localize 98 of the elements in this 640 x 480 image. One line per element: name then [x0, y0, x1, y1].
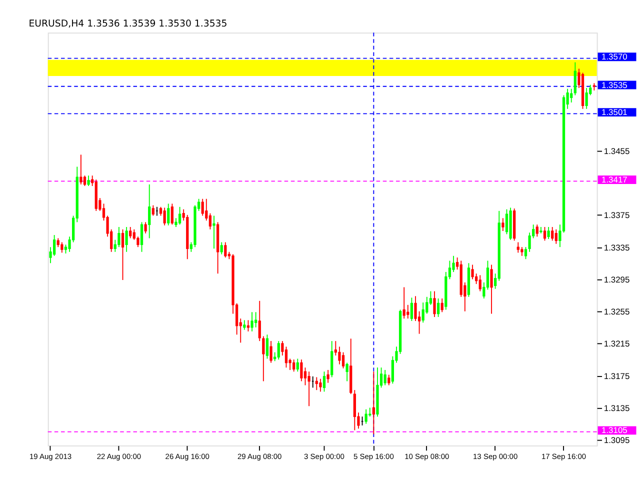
candlestick: [87, 175, 90, 186]
candlestick: [292, 359, 296, 372]
candlestick: [250, 312, 254, 332]
candlestick: [364, 408, 368, 424]
candlestick: [224, 242, 227, 258]
candlestick: [436, 298, 440, 318]
candlestick: [167, 203, 170, 226]
x-tick-label: 22 Aug 00:00: [96, 452, 142, 462]
candlestick: [372, 371, 375, 435]
ref-line-label: 1.3535: [602, 80, 628, 90]
candlestick: [201, 198, 204, 216]
candlestick: [80, 154, 82, 185]
x-tick-label: 29 Aug 08:00: [238, 452, 282, 462]
candlestick: [170, 203, 174, 226]
candlestick: [53, 234, 56, 256]
y-tick-label: 1.3455: [604, 146, 630, 156]
candlestick: [574, 62, 576, 96]
candlestick: [319, 378, 322, 392]
candlestick: [414, 296, 417, 322]
candlestick: [140, 222, 144, 252]
candlestick: [144, 222, 147, 234]
candlestick: [315, 376, 318, 391]
candlestick: [570, 88, 573, 103]
candlestick: [471, 264, 474, 280]
candlestick: [322, 371, 326, 392]
candlestick: [478, 274, 482, 292]
x-tick-label: 26 Aug 16:00: [165, 452, 210, 462]
y-tick-label: 1.3295: [604, 274, 630, 284]
candlestick: [152, 204, 154, 216]
candlestick: [326, 370, 330, 384]
x-tick-label: 13 Sep 00:00: [473, 452, 518, 462]
candlestick: [528, 232, 531, 252]
candlestick: [118, 226, 120, 248]
candlestick: [502, 218, 504, 232]
candlestick: [342, 352, 345, 369]
candlestick: [300, 359, 303, 382]
x-tick-label: 17 Sep 16:00: [541, 452, 586, 462]
candlestick: [338, 346, 341, 365]
candlestick: [308, 371, 310, 407]
candlestick: [129, 226, 132, 239]
ref-line-label: 1.3417: [602, 174, 628, 185]
x-tick-label: 19 Aug 2013: [29, 452, 72, 462]
candlestick: [220, 242, 223, 255]
candlestick: [296, 358, 299, 372]
candlestick: [83, 175, 86, 186]
candlestick: [136, 236, 140, 248]
x-tick-label: 3 Sep 00:00: [304, 452, 344, 462]
candlestick: [266, 334, 269, 360]
candlestick: [402, 286, 406, 320]
candlestick: [125, 226, 128, 252]
candlestick: [505, 208, 508, 235]
y-tick-label: 1.3175: [604, 370, 630, 381]
ref-line-label: 1.3105: [602, 425, 628, 436]
candlestick: [212, 215, 216, 250]
candlestick: [163, 207, 166, 226]
candlestick: [433, 290, 436, 318]
y-tick-label: 1.3335: [604, 242, 630, 252]
x-tick-label: 10 Sep 08:00: [404, 452, 450, 462]
candlestick: [516, 242, 520, 254]
candlestick: [551, 226, 554, 242]
candlestick: [440, 298, 444, 313]
candlestick: [422, 302, 424, 324]
candlestick: [353, 390, 356, 431]
candlestick: [148, 184, 151, 239]
x-tick-label: 5 Sep 16:00: [353, 452, 394, 462]
candlestick: [410, 297, 413, 322]
candlestick: [60, 242, 64, 254]
candlestick: [406, 304, 410, 320]
candlestick: [585, 88, 588, 110]
candlestick: [208, 212, 212, 230]
candlestick: [121, 228, 124, 280]
candlestick: [254, 312, 258, 328]
candlestick: [384, 370, 386, 386]
candlestick: [346, 362, 348, 382]
candlestick: [524, 246, 528, 260]
chart-title: EURUSD,H4 1.3536 1.3539 1.3530 1.3535: [28, 18, 228, 30]
candlestick: [258, 300, 261, 342]
candlestick: [262, 336, 265, 382]
candlestick: [277, 340, 280, 360]
candlestick: [246, 320, 250, 332]
candlestick: [178, 206, 182, 226]
y-tick-label: 1.3215: [604, 338, 630, 349]
candlestick: [536, 224, 538, 238]
y-tick-label: 1.3095: [604, 435, 630, 446]
candlestick: [543, 226, 546, 242]
candlestick: [243, 320, 246, 330]
candlestick: [330, 340, 334, 378]
candlestick: [388, 374, 390, 386]
ref-line-label: 1.3570: [602, 52, 628, 62]
y-tick-label: 1.3375: [604, 210, 630, 220]
candlestick: [490, 264, 493, 314]
candlestick: [270, 340, 272, 364]
candlestick: [547, 226, 550, 240]
y-tick-label: 1.3255: [604, 306, 630, 317]
candlestick: [554, 228, 558, 244]
candlestick: [284, 346, 288, 368]
y-tick-label: 1.3135: [604, 403, 630, 414]
ref-line-label: 1.3501: [602, 107, 628, 118]
